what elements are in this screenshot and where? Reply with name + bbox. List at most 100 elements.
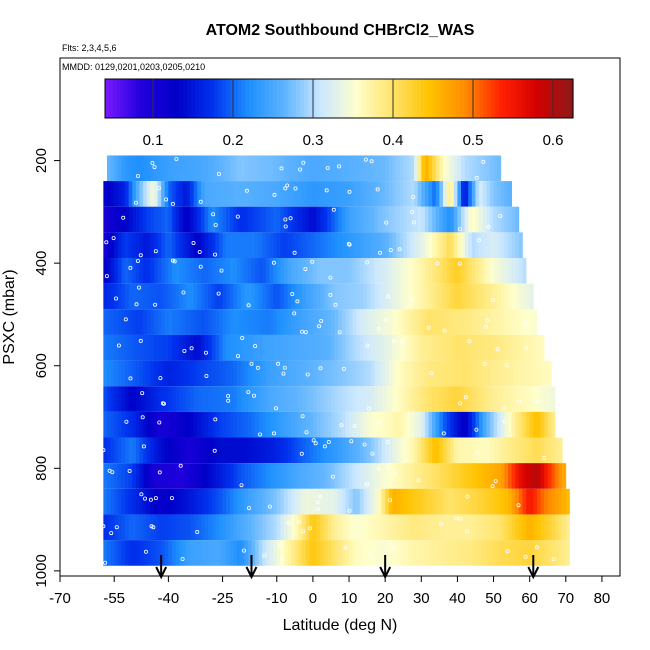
heatmap-cell [381,232,386,259]
heatmap-cell [500,283,505,310]
heatmap-cell [186,437,191,464]
heatmap-cell [222,206,227,233]
heatmap-cell [128,283,133,310]
sample-point [180,557,185,562]
heatmap-cell [117,232,122,259]
heatmap-cell [316,360,321,387]
heatmap-cell [103,232,108,259]
heatmap-cell [291,181,296,207]
heatmap-cell [121,463,126,489]
heatmap-cell [551,540,556,566]
heatmap-cell [562,488,567,515]
sample-point [182,348,187,353]
heatmap-cell [399,463,404,489]
heatmap-cell [255,155,260,182]
heatmap-cell [233,540,238,566]
heatmap-cell [489,386,494,412]
heatmap-cell [421,540,426,566]
heatmap-cell [117,360,122,387]
heatmap-cell [508,334,513,361]
sample-point [467,339,472,344]
heatmap-cell [208,309,213,335]
colorbar-segment [448,79,453,118]
heatmap-cell [435,540,440,566]
colorbar-segment [272,79,278,118]
heatmap-cell [522,360,527,387]
sample-point [337,164,342,169]
sample-point [328,275,333,280]
sample-point [439,521,444,526]
sample-point [502,419,507,424]
heatmap-cell [439,283,444,310]
heatmap-cell [486,283,491,310]
x-tick-label: -10 [266,590,288,607]
heatmap-cell [237,232,242,259]
sample-point [283,224,288,229]
heatmap-cell [421,309,426,335]
heatmap-cell [229,386,234,412]
heatmap-cell [269,488,274,515]
colorbar-segment [479,79,484,118]
colorbar-segment [424,79,430,118]
heatmap-cell [471,232,476,259]
sample-point [283,217,288,222]
heatmap-cell [132,488,137,515]
heatmap-cell [446,155,451,182]
heatmap-cell [450,232,455,259]
heatmap-cell [294,232,299,259]
heatmap-cell [450,463,455,489]
colorbar-segment [339,79,344,118]
heatmap-cell [406,514,411,541]
heatmap-cell [273,155,278,182]
heatmap-cell [284,258,289,284]
colorbar-ticks: 0.1 0.2 0.3 0.4 0.5 0.6 [143,79,563,149]
heatmap-cell [486,181,491,207]
sample-point [262,553,267,558]
heatmap-cell [338,181,343,207]
heatmap-cell [522,488,527,515]
heatmap-cell [237,386,242,412]
heatmap-cell [240,437,245,464]
heatmap-cell [110,181,115,207]
colorbar-segment [354,79,360,118]
heatmap-cell [515,334,520,361]
heatmap-cell [312,437,317,464]
heatmap-cell [298,232,303,259]
heatmap-cell [493,437,498,464]
heatmap-cell [489,155,494,182]
heatmap-cell [439,334,444,361]
heatmap-cell [276,514,281,541]
heatmap-cell [287,488,292,515]
heatmap-cell [262,411,267,438]
heatmap-cell [200,334,205,361]
heatmap-cell [320,514,325,541]
sample-point [495,347,500,352]
heatmap-cell [482,181,487,207]
heatmap-cell [298,181,303,207]
sample-point [505,549,510,554]
heatmap-cell [215,386,220,412]
heatmap-cell [461,411,466,438]
heatmap-cell [479,360,484,387]
heatmap-cell [417,437,422,464]
heatmap-cell [269,206,274,233]
heatmap-cell [240,463,245,489]
heatmap-cell [276,155,281,182]
heatmap-cell [396,206,401,233]
heatmap-cell [132,309,137,335]
heatmap-cell [500,360,505,387]
heatmap-cell [294,181,299,207]
heatmap-cell [377,488,382,515]
heatmap-cell [251,411,256,438]
heatmap-cell [486,437,491,464]
heatmap-cell [125,283,130,310]
heatmap-cell [143,181,148,207]
heatmap-cell [218,386,223,412]
heatmap-cell [273,334,278,361]
heatmap-cell [533,437,538,464]
heatmap-cell [392,386,397,412]
heatmap-cell [500,181,505,207]
heatmap-cell [493,232,498,259]
heatmap-cell [500,232,505,259]
sample-point [493,479,498,484]
